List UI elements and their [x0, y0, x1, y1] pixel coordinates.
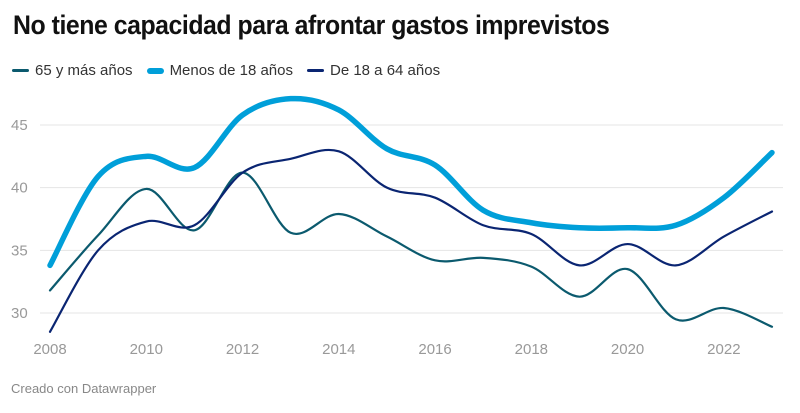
x-tick-label: 2022 — [707, 341, 740, 358]
x-tick-label: 2008 — [33, 341, 66, 358]
y-tick-label: 40 — [11, 180, 28, 197]
chart-title: No tiene capacidad para afrontar gastos … — [13, 10, 610, 40]
legend-item-18-64: De 18 a 64 años — [306, 62, 441, 79]
line-65-plus — [48, 171, 774, 328]
legend-item-65-plus: 65 y más años — [12, 62, 133, 79]
line-18-64 — [48, 148, 774, 333]
legend: 65 y más años Menos de 18 años De 18 a 6… — [12, 62, 454, 79]
legend-swatch-65-plus — [12, 69, 29, 72]
x-tick-label: 2020 — [611, 341, 644, 358]
line-under-18 — [47, 95, 775, 269]
footer-credit: Creado con Datawrapper — [11, 381, 157, 396]
y-tick-label: 45 — [11, 117, 28, 134]
legend-swatch-18-64 — [306, 69, 324, 72]
legend-label-18-64: De 18 a 64 años — [329, 62, 441, 79]
x-tick-label: 2014 — [322, 341, 355, 358]
legend-label-under-18: Menos de 18 años — [169, 62, 293, 79]
y-tick-label: 35 — [11, 242, 28, 259]
x-tick-label: 2018 — [515, 341, 548, 358]
x-tick-label: 2010 — [130, 341, 163, 358]
legend-swatch-under-18 — [146, 67, 164, 74]
x-tick-label: 2012 — [226, 341, 259, 358]
y-tick-label: 30 — [11, 305, 28, 322]
legend-label-65-plus: 65 y más años — [35, 62, 133, 79]
legend-item-under-18: Menos de 18 años — [146, 62, 293, 79]
x-tick-label: 2016 — [418, 341, 451, 358]
